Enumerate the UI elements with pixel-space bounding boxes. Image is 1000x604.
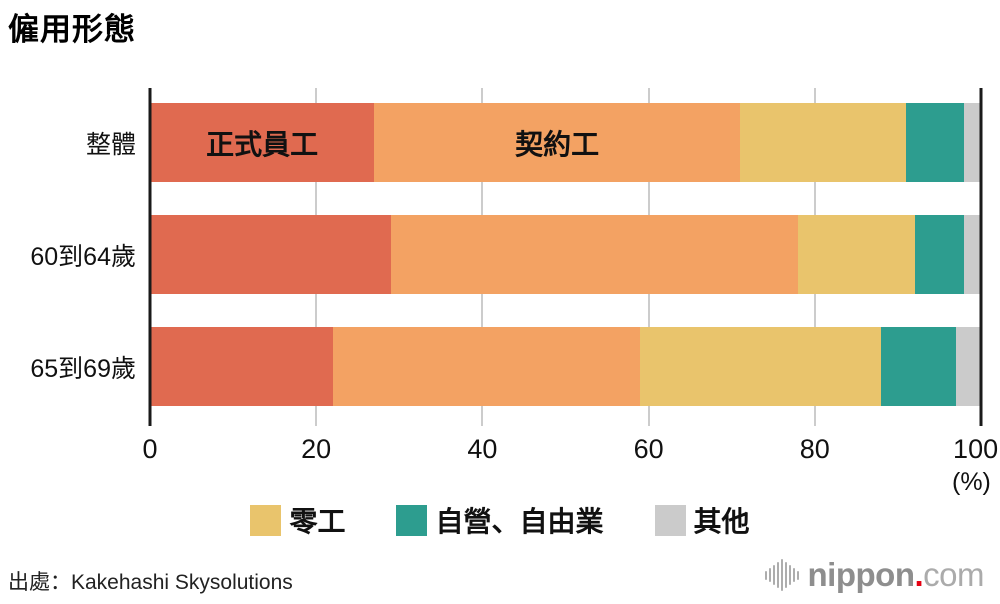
bar-segment: 正式員工 [150,103,375,182]
bar-segment [881,327,957,406]
nippon-logo: nippon . com [764,556,985,594]
x-tick-label: 60 [633,434,664,464]
legend-swatch [250,504,282,536]
x-tick-label: 100 [953,434,999,464]
bar-segment [964,103,981,182]
gridline-100 [979,88,983,426]
x-tick-label: 20 [301,434,332,464]
bar-segment [332,327,641,406]
bar-segment [150,215,391,294]
legend-item: 其他 [654,500,750,540]
legend-item: 零工 [250,500,345,540]
legend-label: 零工 [289,506,346,537]
legend-swatch [654,504,686,536]
bar-segment [798,215,915,294]
logo-text-suffix: com [923,556,984,593]
bar-segment [150,327,333,406]
legend-item: 自營、自由業 [396,500,604,540]
category-label: 整體 [85,130,136,159]
bar-segment: 契約工 [374,103,740,182]
bar-segment [914,215,965,294]
plot-area: 整體 正式員工 契約工 60到64歲 65到69歲 [30,88,983,426]
logo-dot: . [914,556,924,593]
bar-segment [956,327,981,406]
bar-segment [906,103,965,182]
legend: 零工 自營、自由業 其他 [0,500,1000,540]
x-tick-label: 40 [467,434,498,464]
soundwave-icon [764,559,799,591]
logo-text-main: nippon [807,556,915,593]
bar-segment [640,327,882,406]
legend-label: 其他 [693,506,750,537]
bar-segment [390,215,799,294]
bar-row: 60到64歲 [30,215,981,294]
category-label: 60到64歲 [30,242,136,271]
legend-label: 自營、自由業 [435,506,604,537]
bar-row: 65到69歲 [30,327,981,406]
source-text: 出處：Kakehashi Skysolutions [8,571,293,594]
category-label: 65到69歲 [30,354,136,383]
legend-swatch [396,504,428,536]
x-axis: 0 20 40 60 80 100 [142,434,998,466]
segment-label: 正式員工 [206,128,319,160]
chart-title: 僱用形態 [8,12,136,47]
x-axis-unit: (%) [952,468,991,496]
x-tick-label: 0 [142,434,158,464]
bar-segment [739,103,907,182]
segment-label: 契約工 [515,128,600,160]
x-tick-label: 80 [799,434,830,464]
bar-segment [964,215,981,294]
logo-text: nippon . com [807,556,985,594]
bar-row: 整體 正式員工 契約工 [86,103,981,182]
gridline-0 [148,88,152,426]
